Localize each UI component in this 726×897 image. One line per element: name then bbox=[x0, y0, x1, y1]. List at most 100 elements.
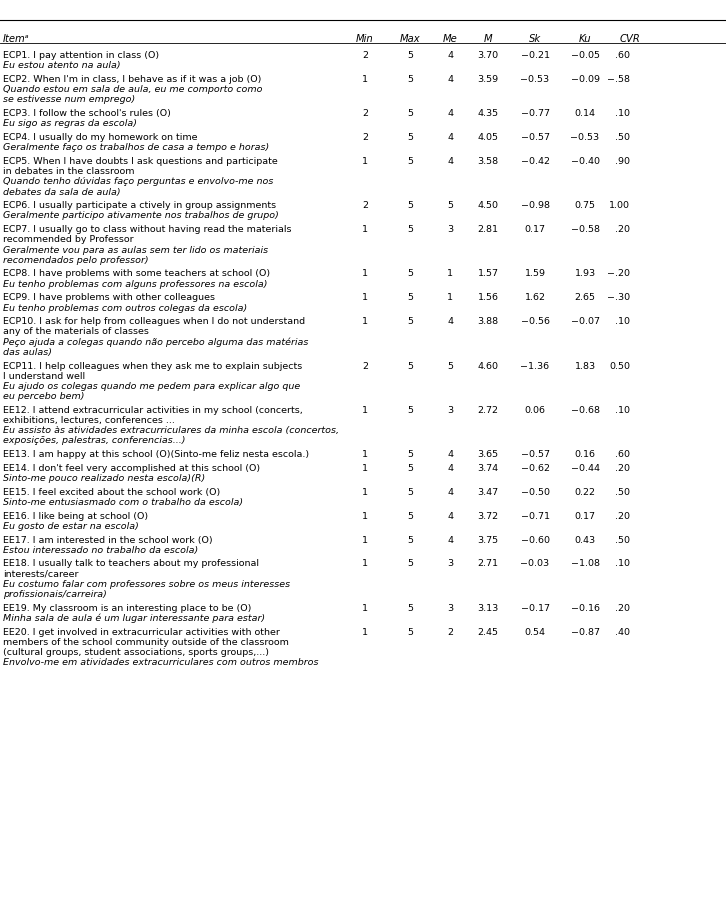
Text: −1.08: −1.08 bbox=[571, 560, 600, 569]
Text: .60: .60 bbox=[615, 450, 630, 459]
Text: 5: 5 bbox=[407, 405, 413, 414]
Text: −0.57: −0.57 bbox=[521, 450, 550, 459]
Text: 1: 1 bbox=[362, 488, 368, 497]
Text: 4: 4 bbox=[447, 51, 453, 60]
Text: −0.53: −0.53 bbox=[521, 75, 550, 84]
Text: 3.47: 3.47 bbox=[478, 488, 499, 497]
Text: ECP1. I pay attention in class (O): ECP1. I pay attention in class (O) bbox=[3, 51, 159, 60]
Text: 1.93: 1.93 bbox=[574, 269, 595, 278]
Text: 1: 1 bbox=[362, 75, 368, 84]
Text: −0.62: −0.62 bbox=[521, 464, 550, 473]
Text: 1.62: 1.62 bbox=[524, 293, 545, 302]
Text: 2.81: 2.81 bbox=[478, 225, 499, 234]
Text: I understand well: I understand well bbox=[3, 371, 85, 380]
Text: Geralmente vou para as aulas sem ter lido os materiais: Geralmente vou para as aulas sem ter lid… bbox=[3, 246, 268, 255]
Text: −.20: −.20 bbox=[607, 269, 630, 278]
Text: 3.59: 3.59 bbox=[478, 75, 499, 84]
Text: .10: .10 bbox=[615, 560, 630, 569]
Text: Eu ajudo os colegas quando me pedem para explicar algo que: Eu ajudo os colegas quando me pedem para… bbox=[3, 382, 301, 391]
Text: Itemᵃ: Itemᵃ bbox=[3, 34, 30, 44]
Text: EE17. I am interested in the school work (O): EE17. I am interested in the school work… bbox=[3, 536, 213, 544]
Text: 1: 1 bbox=[362, 269, 368, 278]
Text: 0.54: 0.54 bbox=[524, 628, 545, 637]
Text: 1: 1 bbox=[362, 225, 368, 234]
Text: .50: .50 bbox=[615, 133, 630, 142]
Text: 5: 5 bbox=[407, 628, 413, 637]
Text: −0.56: −0.56 bbox=[521, 318, 550, 327]
Text: EE16. I like being at school (O): EE16. I like being at school (O) bbox=[3, 511, 148, 520]
Text: −0.50: −0.50 bbox=[521, 488, 550, 497]
Text: 5: 5 bbox=[407, 464, 413, 473]
Text: 5: 5 bbox=[407, 604, 413, 613]
Text: 4.50: 4.50 bbox=[478, 201, 499, 210]
Text: 0.17: 0.17 bbox=[524, 225, 545, 234]
Text: 5: 5 bbox=[407, 450, 413, 459]
Text: 3.75: 3.75 bbox=[478, 536, 499, 544]
Text: in debates in the classroom: in debates in the classroom bbox=[3, 167, 134, 176]
Text: any of the materials of classes: any of the materials of classes bbox=[3, 327, 149, 336]
Text: 1: 1 bbox=[362, 318, 368, 327]
Text: Peço ajuda a colegas quando não percebo alguma das matérias: Peço ajuda a colegas quando não percebo … bbox=[3, 337, 309, 347]
Text: 5: 5 bbox=[407, 511, 413, 520]
Text: 3: 3 bbox=[447, 560, 453, 569]
Text: recommended by Professor: recommended by Professor bbox=[3, 235, 134, 244]
Text: .40: .40 bbox=[615, 628, 630, 637]
Text: EE12. I attend extracurricular activities in my school (concerts,: EE12. I attend extracurricular activitie… bbox=[3, 405, 303, 414]
Text: Eu estou atento na aula): Eu estou atento na aula) bbox=[3, 61, 121, 70]
Text: −0.16: −0.16 bbox=[571, 604, 600, 613]
Text: .60: .60 bbox=[615, 51, 630, 60]
Text: −0.44: −0.44 bbox=[571, 464, 600, 473]
Text: ECP6. I usually participate a ctively in group assignments: ECP6. I usually participate a ctively in… bbox=[3, 201, 276, 210]
Text: 4: 4 bbox=[447, 450, 453, 459]
Text: EE14. I don't feel very accomplished at this school (O): EE14. I don't feel very accomplished at … bbox=[3, 464, 260, 473]
Text: −0.87: −0.87 bbox=[571, 628, 600, 637]
Text: 1: 1 bbox=[362, 464, 368, 473]
Text: 3: 3 bbox=[447, 225, 453, 234]
Text: −0.21: −0.21 bbox=[521, 51, 550, 60]
Text: exposições, palestras, conferencias...): exposições, palestras, conferencias...) bbox=[3, 437, 186, 446]
Text: 4: 4 bbox=[447, 75, 453, 84]
Text: 4: 4 bbox=[447, 133, 453, 142]
Text: ECP2. When I'm in class, I behave as if it was a job (O): ECP2. When I'm in class, I behave as if … bbox=[3, 75, 261, 84]
Text: 5: 5 bbox=[407, 109, 413, 118]
Text: 5: 5 bbox=[407, 51, 413, 60]
Text: EE20. I get involved in extracurricular activities with other: EE20. I get involved in extracurricular … bbox=[3, 628, 280, 637]
Text: eu percebo bem): eu percebo bem) bbox=[3, 392, 84, 401]
Text: 1: 1 bbox=[362, 628, 368, 637]
Text: 5: 5 bbox=[407, 225, 413, 234]
Text: −0.05: −0.05 bbox=[571, 51, 600, 60]
Text: 2: 2 bbox=[362, 109, 368, 118]
Text: 1: 1 bbox=[447, 269, 453, 278]
Text: 5: 5 bbox=[407, 201, 413, 210]
Text: 5: 5 bbox=[407, 318, 413, 327]
Text: 5: 5 bbox=[447, 361, 453, 370]
Text: EE19. My classroom is an interesting place to be (O): EE19. My classroom is an interesting pla… bbox=[3, 604, 251, 613]
Text: interests/career: interests/career bbox=[3, 570, 78, 579]
Text: −.30: −.30 bbox=[607, 293, 630, 302]
Text: ECP8. I have problems with some teachers at school (O): ECP8. I have problems with some teachers… bbox=[3, 269, 270, 278]
Text: .20: .20 bbox=[615, 225, 630, 234]
Text: Sinto-me entusiasmado com o trabalho da escola): Sinto-me entusiasmado com o trabalho da … bbox=[3, 498, 243, 507]
Text: 5: 5 bbox=[407, 293, 413, 302]
Text: .20: .20 bbox=[615, 511, 630, 520]
Text: 2: 2 bbox=[447, 628, 453, 637]
Text: 3.74: 3.74 bbox=[478, 464, 499, 473]
Text: 4: 4 bbox=[447, 109, 453, 118]
Text: 0.17: 0.17 bbox=[574, 511, 595, 520]
Text: 4: 4 bbox=[447, 511, 453, 520]
Text: ECP11. I help colleagues when they ask me to explain subjects: ECP11. I help colleagues when they ask m… bbox=[3, 361, 302, 370]
Text: 3.13: 3.13 bbox=[478, 604, 499, 613]
Text: −0.68: −0.68 bbox=[571, 405, 600, 414]
Text: .10: .10 bbox=[615, 318, 630, 327]
Text: Minha sala de aula é um lugar interessante para estar): Minha sala de aula é um lugar interessan… bbox=[3, 614, 265, 623]
Text: 5: 5 bbox=[447, 201, 453, 210]
Text: das aulas): das aulas) bbox=[3, 348, 52, 357]
Text: 1: 1 bbox=[362, 450, 368, 459]
Text: 5: 5 bbox=[407, 269, 413, 278]
Text: debates da sala de aula): debates da sala de aula) bbox=[3, 187, 121, 196]
Text: ECP3. I follow the school's rules (O): ECP3. I follow the school's rules (O) bbox=[3, 109, 171, 118]
Text: 0.14: 0.14 bbox=[574, 109, 595, 118]
Text: .50: .50 bbox=[615, 488, 630, 497]
Text: Eu tenho problemas com outros colegas da escola): Eu tenho problemas com outros colegas da… bbox=[3, 303, 248, 312]
Text: 3.65: 3.65 bbox=[478, 450, 499, 459]
